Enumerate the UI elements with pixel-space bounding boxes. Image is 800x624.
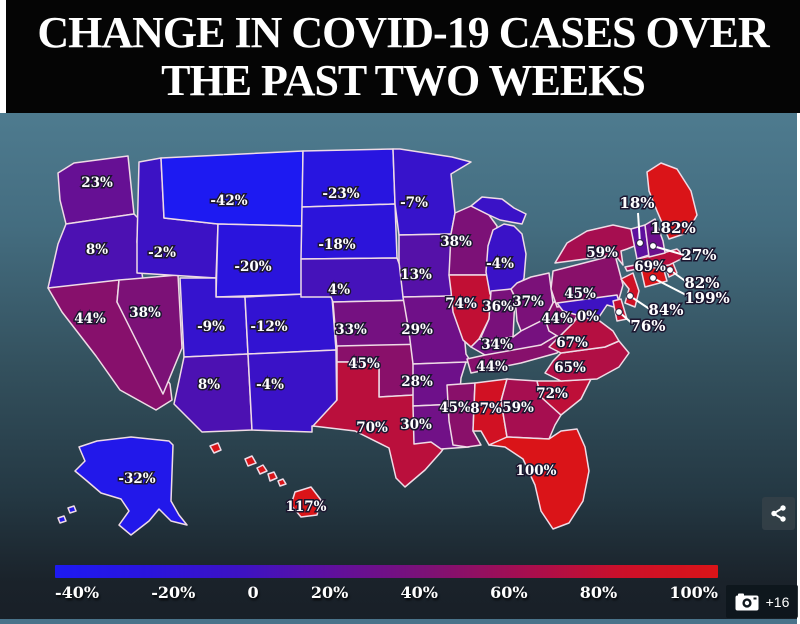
bottom-edge-strip — [0, 619, 797, 624]
map-background — [0, 113, 797, 624]
legend-tick: 60% — [490, 583, 528, 602]
share-icon — [771, 505, 786, 522]
legend-tick: -40% — [55, 583, 100, 602]
legend-tick: 0 — [247, 583, 259, 602]
legend-tick: 80% — [579, 583, 618, 602]
camera-icon — [735, 593, 759, 610]
legend-tick-labels: -40% -20% 0 20% 40% 60% 80% 100% — [55, 583, 718, 602]
headline-line-2: THE PAST TWO WEEKS — [161, 55, 646, 105]
share-button[interactable] — [762, 497, 795, 530]
legend-tick: 100% — [669, 583, 718, 602]
legend-tick: -20% — [151, 583, 196, 602]
color-scale-legend: -40% -20% 0 20% 40% 60% 80% 100% — [55, 565, 718, 602]
headline-line-1: CHANGE IN COVID-19 CASES OVER — [37, 7, 769, 57]
photo-count-badge[interactable]: +16 — [726, 585, 798, 618]
legend-gradient-bar — [55, 565, 718, 578]
headline: CHANGE IN COVID-19 CASES OVER THE PAST T… — [6, 0, 800, 113]
legend-tick: 20% — [310, 583, 349, 602]
photo-count-label: +16 — [765, 593, 790, 610]
legend-tick: 40% — [400, 583, 438, 602]
